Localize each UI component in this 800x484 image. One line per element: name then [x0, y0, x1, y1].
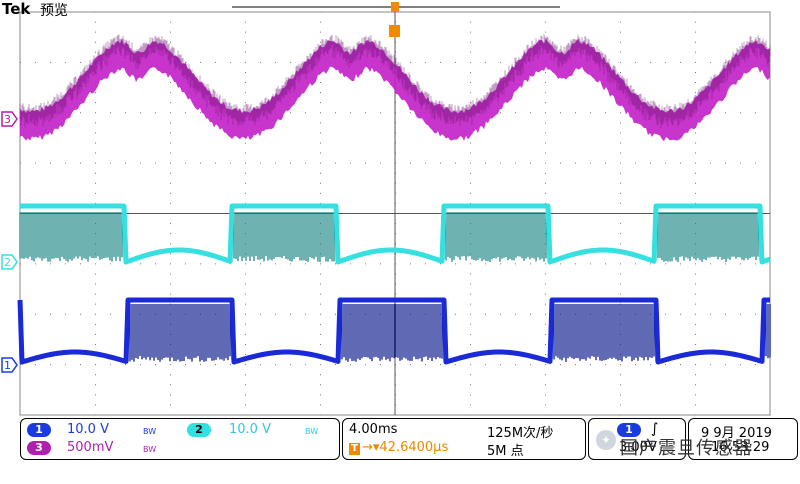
ch1-ground-marker[interactable]: 1	[1, 357, 18, 373]
ch2-bw-icon: BW	[305, 427, 319, 436]
trigger-position: →▾42.6400µs	[362, 440, 449, 455]
record-length: 5M 点	[487, 444, 524, 459]
ch1-scale: 10.0 V	[67, 422, 109, 437]
ch2-ground-marker-label: 2	[4, 256, 11, 269]
trigger-slope-icon: ∫	[651, 421, 659, 437]
trigger-point-marker	[391, 2, 399, 12]
ch3-ground-marker[interactable]: 3	[1, 111, 18, 127]
horizontal-scale: 4.00ms	[349, 422, 398, 437]
ch3-waveform-band	[20, 38, 770, 142]
ch1-badge[interactable]: 1	[27, 423, 51, 437]
ch3-ground-marker-label: 3	[4, 113, 11, 126]
trigger-source-badge: 1	[617, 423, 641, 437]
ch3-scale: 500mV	[67, 440, 114, 455]
timebase-panel[interactable]: 4.00ms 125M次/秒 T →▾42.6400µs 5M 点	[342, 418, 586, 460]
ch1-waveform	[17, 297, 771, 365]
ch2-ground-marker[interactable]: 2	[1, 254, 18, 270]
ch3-waveform-noise	[19, 34, 771, 128]
ch2-waveform	[19, 203, 771, 265]
wechat-icon: ✦	[596, 430, 616, 450]
trigger-level: 3.00V	[619, 440, 657, 455]
ch1-bw-icon: BW	[143, 427, 157, 436]
acquisition-mode: 预览	[40, 3, 68, 19]
ch2-waveform-fill	[19, 212, 761, 262]
trigger-T-marker	[389, 25, 400, 37]
ch3-bw-icon: BW	[143, 445, 157, 454]
ch2-badge[interactable]: 2	[187, 423, 211, 437]
time: 16:53:29	[711, 440, 770, 455]
datetime-panel: 9 9月 2019 16:53:29	[688, 418, 798, 460]
date: 9 9月 2019	[701, 426, 772, 441]
sample-rate: 125M次/秒	[487, 426, 554, 441]
ch3-badge[interactable]: 3	[27, 441, 51, 455]
channel-scale-panel[interactable]: 1 10.0 V BW 2 10.0 V BW 3 500mV BW	[20, 418, 340, 460]
watermark-text: 国产震旦传感器	[620, 438, 753, 459]
brand-logo: Tek	[2, 0, 31, 18]
ch1-ground-marker-label: 1	[4, 359, 11, 372]
ch2-scale: 10.0 V	[229, 422, 271, 437]
trigger-position-icon: T	[349, 443, 360, 455]
